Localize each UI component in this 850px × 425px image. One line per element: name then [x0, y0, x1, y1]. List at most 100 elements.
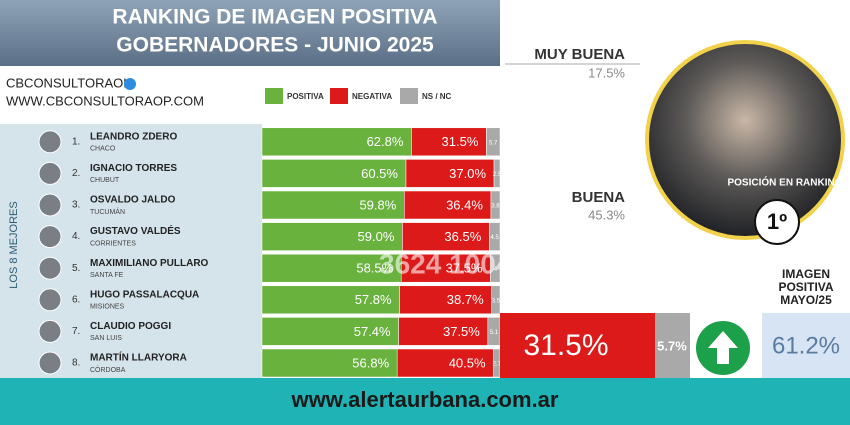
rank: 3. — [72, 200, 80, 211]
rank: 7. — [72, 326, 80, 337]
website: WWW.CBCONSULTORAOP.COM — [6, 93, 204, 108]
negative-value: 31.5% — [523, 329, 608, 362]
ns-box — [655, 313, 690, 378]
value-label: 31.5% — [442, 134, 479, 149]
prev-label: POSITIVA — [778, 280, 833, 294]
rating-value: 45.3% — [588, 207, 625, 222]
rating-value: 17.5% — [588, 65, 625, 80]
legend-label: NEGATIVA — [352, 92, 392, 101]
legend-label: POSITIVA — [287, 92, 324, 101]
value-label: 37.0% — [449, 166, 486, 181]
value-label: 5.1 — [490, 330, 499, 336]
value-label: 2.5 — [493, 172, 502, 178]
value-label: 36.4% — [446, 197, 483, 212]
ranking-badge — [754, 199, 800, 245]
bar-segment — [396, 348, 494, 378]
province: CORRIENTES — [90, 240, 136, 247]
prev-label: IMAGEN — [782, 267, 830, 281]
bar-segment — [261, 190, 405, 220]
province: TUCUMÁN — [90, 207, 125, 216]
rank: 4. — [72, 231, 80, 242]
value-label: 56.8% — [352, 355, 389, 370]
bar-segment — [399, 285, 492, 315]
up-arrow — [708, 331, 738, 364]
value-label: 59.0% — [358, 229, 395, 244]
value-label: 4 — [494, 267, 498, 273]
bar-segment — [261, 127, 412, 157]
governor-name: HUGO PASSALACQUA — [90, 289, 199, 300]
value-label: 57.4% — [354, 324, 391, 339]
prev-box — [762, 313, 850, 378]
legend-swatch — [400, 88, 418, 104]
bar-segment — [404, 190, 492, 220]
province: MISIONES — [90, 304, 125, 311]
legend-swatch — [265, 88, 283, 104]
avatar — [38, 256, 62, 280]
value-label: 5.7 — [489, 140, 498, 146]
title: RANKING DE IMAGEN POSITIVA — [112, 6, 437, 29]
value-label: 36.5% — [444, 229, 481, 244]
governor-name: LEANDRO ZDERO — [90, 131, 177, 142]
rank: 2. — [72, 168, 80, 179]
bar-segment — [402, 222, 490, 251]
ranking-chart: POSITIVA NEGATIVA NS / NC 1. LEANDRO ZDERO CH… — [38, 88, 502, 378]
rating-label: MUY BUENA — [534, 46, 625, 63]
avatar — [38, 351, 62, 375]
bar-segment — [398, 317, 489, 346]
governor-name: MAXIMILIANO PULLARO — [90, 258, 209, 269]
bar-segment — [411, 127, 487, 157]
bar-segment — [261, 285, 400, 315]
footer-url[interactable]: www.alertaurbana.com.ar — [291, 387, 559, 412]
avatar — [38, 288, 62, 312]
province: SAN LUIS — [90, 335, 122, 342]
value-label: 38.7% — [447, 292, 484, 307]
province: CHUBUT — [90, 177, 120, 184]
value-label: 3.5 — [492, 298, 501, 304]
avatar — [38, 130, 62, 154]
avatar — [38, 319, 62, 343]
value-label: 60.5% — [361, 166, 398, 181]
verified-icon — [124, 78, 136, 90]
value-label: 4.5 — [490, 235, 499, 241]
value-label: 58.5% — [356, 261, 393, 276]
header-band — [0, 0, 500, 66]
governor-name: IGNACIO TORRES — [90, 163, 177, 174]
legend-swatch — [330, 88, 348, 104]
prev-value: 61.2% — [772, 332, 840, 359]
value-label: 57.8% — [355, 292, 392, 307]
value-label: 40.5% — [449, 355, 486, 370]
bar-segment — [261, 159, 407, 188]
avatar — [38, 193, 62, 217]
rank: 1. — [72, 136, 80, 147]
bar-segment — [261, 348, 398, 378]
ranking-label: POSICIÓN EN RANKING — [727, 176, 842, 189]
governor-name: CLAUDIO POGGI — [90, 321, 171, 332]
group-label: LOS 8 MEJORES — [8, 201, 20, 288]
bar-segment — [490, 190, 501, 220]
bar-segment — [261, 317, 399, 346]
governor-name: MARTÍN LLARYORA — [90, 351, 187, 364]
bar-segment — [261, 253, 402, 283]
ns-value: 5.7% — [657, 338, 687, 353]
value-label: 62.8% — [367, 134, 404, 149]
value-label: 59.8% — [359, 197, 396, 212]
ranking-value: 1º — [767, 209, 787, 234]
negative-box — [500, 313, 655, 378]
bar-segment — [493, 159, 501, 188]
prev-label: MAYO/25 — [780, 293, 832, 307]
value-label: 2.7 — [493, 362, 502, 368]
bar-segment — [486, 127, 501, 157]
value-label: 3.8 — [491, 204, 500, 210]
brand: CBCONSULTORAOK — [6, 75, 132, 90]
legend-label: NS / NC — [422, 92, 452, 101]
governor-photo — [645, 40, 845, 240]
value-label: 37.5% — [446, 261, 483, 276]
avatar — [38, 225, 62, 249]
bar-segment — [491, 285, 501, 315]
bar-segment — [490, 253, 501, 283]
rank: 5. — [72, 263, 80, 274]
province: CÓRDOBA — [90, 365, 126, 374]
bar-segment — [489, 222, 501, 251]
province: CHACO — [90, 146, 116, 153]
